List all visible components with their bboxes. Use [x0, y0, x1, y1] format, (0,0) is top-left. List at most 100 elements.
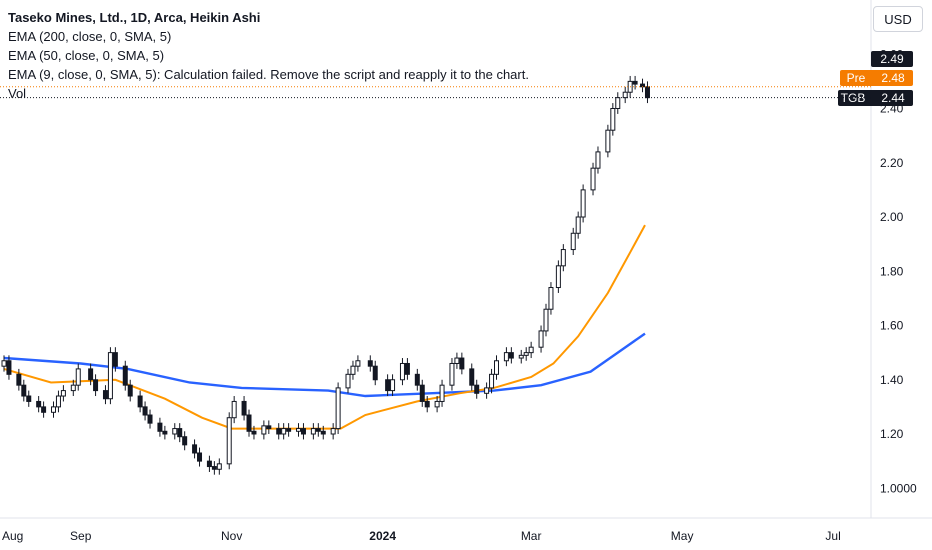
candle: [241, 396, 247, 421]
candle: [538, 325, 544, 353]
candle: [60, 385, 66, 402]
candle: [251, 425, 257, 440]
x-tick-label: Aug: [2, 529, 23, 543]
candle: [350, 360, 356, 380]
candle: [177, 423, 183, 443]
candle: [26, 390, 32, 407]
candle: [489, 368, 495, 394]
pre-market-tag: Pre 2.48: [840, 70, 913, 86]
candle: [93, 374, 99, 397]
candle: [330, 423, 336, 440]
candle: [300, 423, 306, 440]
volume-legend[interactable]: Vol: [8, 86, 27, 101]
candle: [484, 382, 490, 399]
candle: [523, 347, 529, 361]
candle: [142, 401, 148, 421]
y-tick-label: 2.00: [880, 210, 904, 224]
candle: [414, 368, 420, 391]
candle: [385, 374, 391, 397]
candle: [315, 423, 321, 437]
svg-text:2.44: 2.44: [881, 91, 905, 105]
candle: [192, 439, 198, 459]
candle: [404, 358, 410, 380]
last-price-tag: TGB 2.44: [838, 90, 913, 106]
ema200-legend[interactable]: EMA (200, close, 0, SMA, 5): [8, 29, 172, 44]
candle: [36, 396, 42, 413]
candle: [503, 347, 509, 367]
candle: [335, 382, 341, 434]
x-tick-label: Mar: [521, 529, 542, 543]
candle: [390, 374, 396, 397]
x-tick-label: Nov: [221, 529, 242, 543]
candle: [266, 420, 272, 434]
candle: [310, 423, 316, 440]
candle: [469, 363, 475, 391]
candle: [127, 379, 133, 402]
candle: [50, 401, 56, 418]
candle: [157, 417, 163, 437]
candle: [206, 455, 212, 472]
candle: [580, 184, 586, 223]
candle: [454, 352, 460, 369]
candle: [449, 358, 455, 391]
candle: [281, 423, 287, 440]
candle: [560, 244, 566, 272]
candle: [55, 390, 61, 413]
candle: [424, 396, 430, 413]
candles: [1, 75, 650, 475]
candle: [137, 390, 143, 413]
candle: [632, 75, 638, 90]
svg-text:2.48: 2.48: [881, 71, 905, 85]
candle: [555, 260, 561, 293]
y-tick-label: 1.80: [880, 264, 904, 278]
candle: [367, 355, 373, 372]
candle: [41, 401, 47, 418]
candle: [261, 420, 267, 440]
candle: [296, 423, 302, 437]
y-tick-label: 1.60: [880, 319, 904, 333]
candle: [1, 355, 7, 372]
ema50-line: [3, 224, 646, 430]
candle: [122, 360, 128, 391]
candle: [610, 103, 616, 136]
candle: [226, 412, 232, 470]
candle: [372, 360, 378, 386]
candle: [622, 86, 628, 104]
currency-button[interactable]: USD: [873, 6, 923, 32]
candle: [102, 385, 108, 405]
high-price-tag: 2.49: [871, 51, 913, 67]
candle: [399, 358, 405, 386]
candle: [88, 363, 94, 386]
candle: [439, 379, 445, 407]
candle: [197, 447, 203, 467]
candle: [548, 282, 554, 315]
x-tick-label: Sep: [70, 529, 92, 543]
candle: [286, 423, 292, 437]
candle: [575, 211, 581, 239]
ema9-legend[interactable]: EMA (9, close, 0, SMA, 5): Calculation f…: [8, 67, 529, 82]
candle: [182, 431, 188, 451]
candle: [211, 461, 217, 475]
candle: [595, 146, 601, 174]
candle: [570, 227, 576, 255]
y-tick-label: 1.0000: [880, 481, 917, 495]
candle: [605, 124, 611, 158]
candle: [508, 347, 514, 364]
candle: [6, 355, 12, 380]
candle: [216, 458, 222, 475]
candle: [615, 92, 621, 114]
candle: [231, 396, 237, 424]
candle: [172, 423, 178, 440]
candle: [590, 162, 596, 196]
svg-text:Pre: Pre: [847, 71, 866, 85]
candle: [459, 352, 465, 375]
ema50-legend[interactable]: EMA (50, close, 0, SMA, 5): [8, 48, 165, 63]
candle: [107, 347, 113, 405]
x-tick-label: 2024: [369, 529, 396, 543]
candle: [246, 409, 252, 437]
candle: [355, 355, 361, 372]
x-tick-label: Jul: [825, 529, 840, 543]
chart-title[interactable]: Taseko Mines, Ltd., 1D, Arca, Heikin Ash…: [8, 10, 261, 25]
time-axis[interactable]: Aug Sep Nov 2024 Mar May Jul: [2, 529, 841, 543]
